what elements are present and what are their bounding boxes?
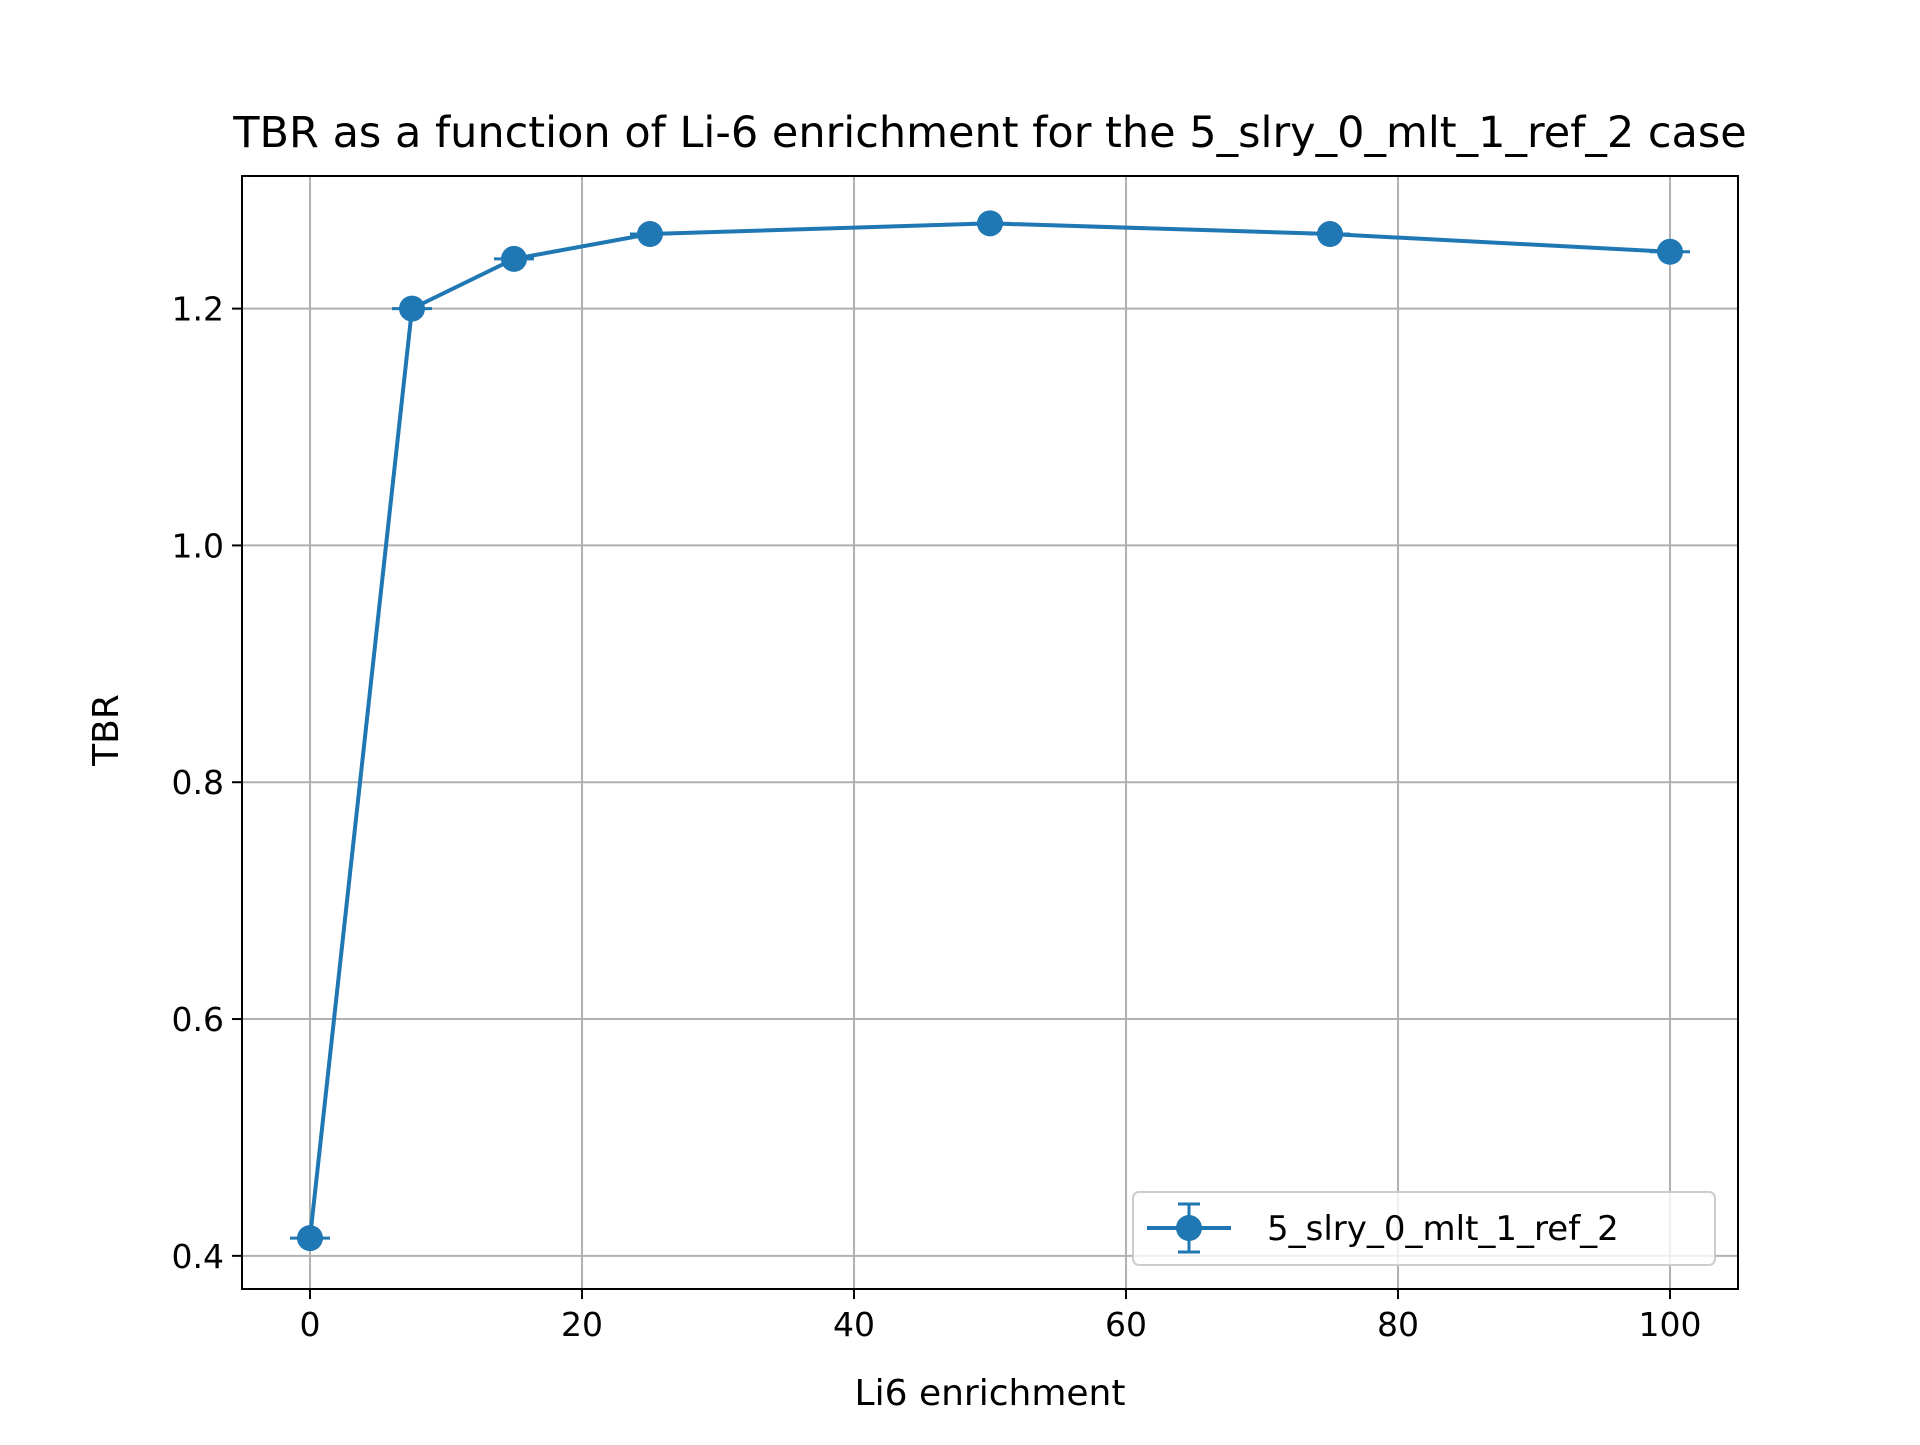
x-tick-label: 20 [561, 1305, 603, 1344]
axis-ticks: 0 20 40 60 80 100 0.4 0.6 0.8 1.0 1.2 [172, 290, 1702, 1344]
data-point [637, 221, 663, 248]
data-point [297, 1225, 323, 1252]
legend-box [1132, 1191, 1716, 1266]
chart-title: TBR as a function of Li-6 enrichment for… [232, 108, 1746, 158]
plot-area-frame [241, 175, 1739, 1290]
x-tick-label: 100 [1639, 1305, 1702, 1344]
x-axis-label: Li6 enrichment [855, 1373, 1126, 1414]
y-tick-label: 1.0 [172, 526, 224, 565]
y-tick-label: 0.4 [172, 1237, 224, 1276]
data-point [1317, 221, 1343, 248]
grid-lines [242, 176, 1738, 1289]
legend-marker [1176, 1215, 1202, 1241]
y-tick-label: 0.6 [172, 1000, 224, 1039]
data-point [977, 210, 1003, 237]
x-tick-label: 80 [1377, 1305, 1419, 1344]
y-axis-label: TBR [86, 694, 127, 767]
data-point [399, 295, 425, 322]
data-point [501, 245, 527, 272]
data-point [1657, 238, 1683, 265]
y-tick-label: 1.2 [172, 290, 224, 329]
legend: 5_slry_0_mlt_1_ref_2 [1132, 1191, 1716, 1266]
series-layer [290, 210, 1690, 1252]
y-tick-label: 0.8 [172, 763, 224, 802]
x-tick-label: 40 [833, 1305, 875, 1344]
x-tick-label: 0 [300, 1305, 321, 1344]
x-tick-label: 60 [1105, 1305, 1147, 1344]
legend-label: 5_slry_0_mlt_1_ref_2 [1267, 1209, 1619, 1249]
